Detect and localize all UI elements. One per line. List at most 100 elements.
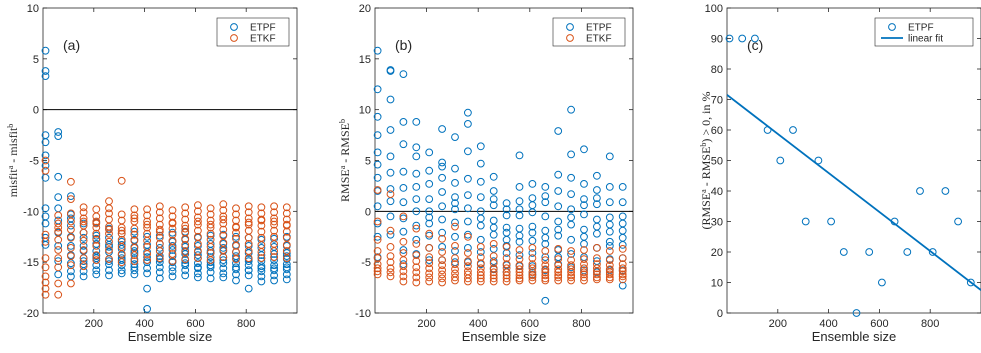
data-point bbox=[105, 209, 113, 218]
data-point bbox=[92, 217, 101, 226]
data-point bbox=[554, 271, 563, 280]
data-point bbox=[618, 183, 627, 191]
data-point bbox=[618, 241, 627, 249]
y-tick-label: 20 bbox=[359, 3, 371, 15]
data-point bbox=[425, 195, 434, 204]
data-point bbox=[130, 263, 139, 272]
data-point bbox=[776, 156, 785, 165]
data-point bbox=[41, 138, 50, 147]
data-point bbox=[206, 220, 215, 229]
legend-label: ETPF bbox=[586, 23, 612, 34]
data-point bbox=[282, 275, 291, 284]
data-point bbox=[79, 208, 88, 217]
data-point bbox=[143, 211, 152, 220]
data-point bbox=[580, 273, 588, 282]
data-point bbox=[593, 270, 601, 279]
y-tick-label: 20 bbox=[711, 247, 723, 259]
data-point bbox=[168, 228, 177, 237]
data-point bbox=[489, 240, 498, 248]
data-point bbox=[143, 223, 152, 232]
panel-label: (b) bbox=[395, 37, 412, 53]
x-tick-label: 400 bbox=[469, 318, 487, 330]
data-point bbox=[219, 253, 228, 262]
data-point bbox=[194, 251, 202, 260]
data-point bbox=[605, 213, 614, 222]
data-point bbox=[386, 185, 395, 193]
data-point bbox=[451, 193, 459, 202]
data-point bbox=[41, 72, 50, 80]
y-tick-label: 10 bbox=[27, 3, 39, 15]
data-point bbox=[373, 202, 382, 211]
data-point bbox=[270, 202, 279, 211]
data-point bbox=[194, 242, 202, 250]
data-point bbox=[386, 252, 395, 261]
data-point bbox=[451, 205, 459, 214]
data-point bbox=[130, 260, 139, 269]
data-point bbox=[554, 225, 563, 234]
data-point bbox=[79, 254, 88, 263]
data-point bbox=[386, 197, 395, 206]
data-point bbox=[399, 167, 408, 176]
y-tick-label: 10 bbox=[711, 278, 723, 290]
x-tick-label: 600 bbox=[186, 318, 204, 330]
data-point bbox=[476, 177, 485, 186]
data-point bbox=[451, 276, 459, 285]
data-point bbox=[54, 246, 63, 254]
data-point bbox=[515, 255, 524, 264]
data-point bbox=[554, 273, 563, 282]
data-point bbox=[438, 173, 447, 182]
data-point bbox=[219, 273, 228, 282]
y-axis-label: misfita - misfitb bbox=[6, 124, 21, 198]
data-point bbox=[282, 265, 291, 274]
data-point bbox=[181, 215, 190, 224]
data-point bbox=[373, 232, 382, 241]
data-point bbox=[92, 229, 101, 238]
data-point bbox=[489, 268, 498, 277]
data-point bbox=[412, 257, 421, 266]
data-point bbox=[270, 264, 279, 273]
legend-box bbox=[552, 17, 626, 47]
data-point bbox=[143, 256, 152, 265]
data-point bbox=[54, 279, 63, 288]
data-point bbox=[41, 156, 50, 165]
data-point bbox=[105, 246, 113, 254]
data-point bbox=[232, 263, 240, 272]
data-point bbox=[270, 266, 279, 275]
data-point bbox=[155, 227, 164, 236]
data-point bbox=[282, 241, 291, 249]
data-point bbox=[451, 222, 459, 231]
data-point bbox=[373, 219, 382, 228]
data-point bbox=[257, 254, 266, 263]
data-point bbox=[618, 245, 627, 253]
data-point bbox=[476, 248, 485, 256]
y-tick-label: 40 bbox=[711, 186, 723, 198]
data-point bbox=[567, 235, 575, 244]
y-tick-label: 30 bbox=[711, 217, 723, 229]
data-point bbox=[438, 215, 447, 224]
data-point bbox=[206, 204, 215, 213]
y-tick-label: 10 bbox=[359, 105, 371, 117]
data-point bbox=[618, 281, 627, 290]
data-point bbox=[257, 251, 266, 260]
data-point bbox=[168, 252, 177, 261]
data-point bbox=[194, 217, 202, 226]
data-point bbox=[130, 247, 139, 255]
data-point bbox=[528, 208, 537, 217]
legend-label: ETPF bbox=[908, 23, 934, 34]
data-point bbox=[489, 259, 498, 268]
data-point bbox=[489, 201, 498, 210]
data-point bbox=[425, 229, 434, 238]
data-point bbox=[412, 169, 421, 178]
data-point bbox=[155, 225, 164, 234]
data-point bbox=[386, 212, 395, 221]
data-point bbox=[425, 180, 434, 188]
data-point bbox=[79, 203, 88, 212]
data-point bbox=[412, 263, 421, 272]
data-point bbox=[451, 199, 459, 208]
data-point bbox=[257, 264, 266, 273]
series-etpf bbox=[373, 46, 627, 305]
y-tick-label: 5 bbox=[33, 54, 39, 66]
data-point bbox=[425, 231, 434, 240]
y-tick-label: 0 bbox=[365, 206, 371, 218]
